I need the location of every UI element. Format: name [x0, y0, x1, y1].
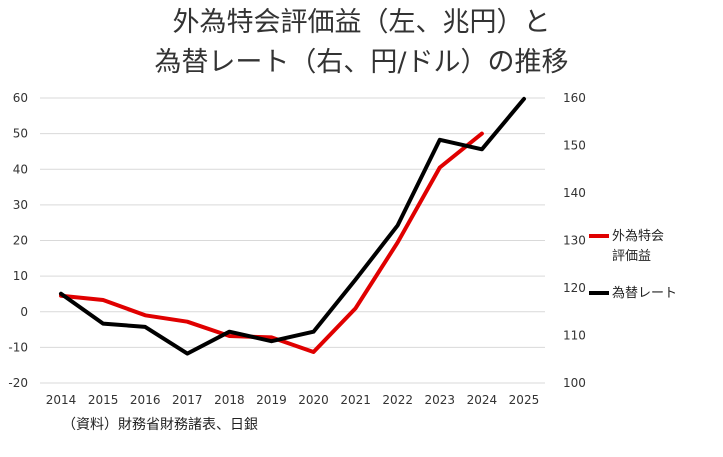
x-axis-tick-label: 2020 [298, 393, 329, 407]
x-axis-tick-label: 2015 [88, 393, 119, 407]
left-axis-tick-label: 20 [13, 234, 28, 248]
right-axis-tick-label: 120 [563, 281, 586, 295]
x-axis-tick-label: 2023 [425, 393, 456, 407]
x-axis-tick-label: 2019 [256, 393, 287, 407]
left-axis-tick-label: 50 [13, 127, 28, 141]
x-axis-tick-label: 2017 [172, 393, 203, 407]
right-axis-tick-label: 150 [563, 139, 586, 153]
left-axis-tick-label: 10 [13, 269, 28, 283]
chart-title-line-1: 外為特会評価益（左、兆円）と [172, 7, 551, 38]
left-axis-tick-label: -10 [8, 340, 28, 354]
left-axis-tick-label: 60 [13, 91, 28, 105]
legend-label: 為替レート [612, 285, 677, 301]
x-axis-tick-label: 2025 [509, 393, 540, 407]
series-line [59, 131, 484, 354]
x-axis-ticks: 2014 2015 2016 2017 2018 2019 2020 2021 2022 2023… [46, 393, 539, 407]
left-axis-ticks: -20 -10 0 10 20 30 40 50 60 [8, 91, 28, 390]
legend-label: 外為特会 [612, 228, 664, 244]
right-axis-tick-label: 130 [563, 234, 586, 248]
left-axis-tick-label: -20 [8, 376, 28, 390]
right-axis-tick-label: 110 [563, 329, 586, 343]
x-axis-tick-label: 2024 [467, 393, 498, 407]
x-axis-tick-label: 2014 [46, 393, 77, 407]
x-axis-tick-label: 2021 [340, 393, 371, 407]
left-axis-tick-label: 40 [13, 162, 28, 176]
right-axis-ticks: 100 110 120 130 140 150 160 [563, 91, 586, 390]
right-axis-tick-label: 140 [563, 186, 586, 200]
right-axis-tick-label: 100 [563, 376, 586, 390]
series-line [59, 96, 526, 356]
chart-title-line-2: 為替レート（右、円/ドル）の推移 [154, 47, 569, 78]
source-note: （資料）財務省財務諸表、日銀 [62, 417, 258, 433]
x-axis-tick-label: 2016 [130, 393, 161, 407]
x-axis-tick-label: 2018 [214, 393, 245, 407]
gridlines [40, 97, 545, 384]
right-axis-tick-label: 160 [563, 91, 586, 105]
legend-label: 評価益 [612, 249, 651, 264]
series-lines [59, 96, 526, 356]
left-axis-tick-label: 30 [13, 198, 28, 212]
left-axis-tick-label: 0 [20, 305, 28, 319]
x-axis-tick-label: 2022 [382, 393, 413, 407]
